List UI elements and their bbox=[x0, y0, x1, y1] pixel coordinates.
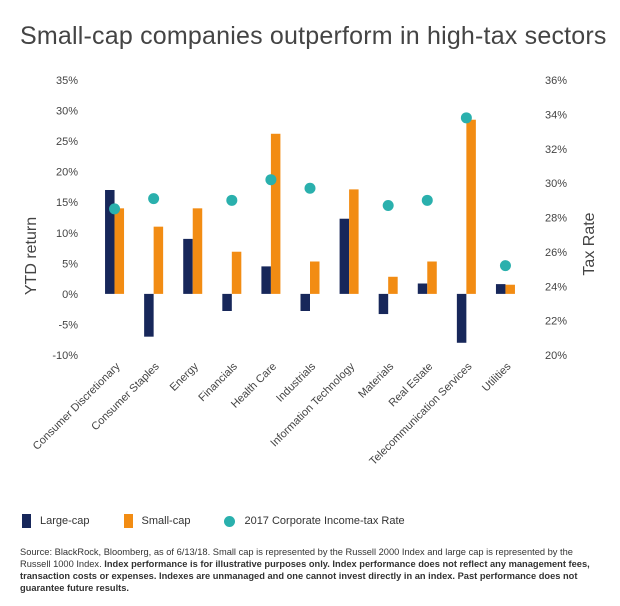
bar-small-cap bbox=[114, 208, 125, 294]
category-label: Materials bbox=[356, 360, 396, 400]
tax-rate-point bbox=[382, 199, 394, 211]
y-tick-label: 15% bbox=[56, 197, 78, 209]
tax-rate-point bbox=[265, 174, 277, 186]
source-plain: Source: BlackRock, Bloomberg, as of 6/13… bbox=[20, 547, 573, 569]
legend-label-tax-rate: 2017 Corporate Income-tax Rate bbox=[244, 515, 405, 527]
bar-small-cap bbox=[153, 226, 164, 294]
bar-large-cap bbox=[456, 293, 467, 343]
y-tick-label: 20% bbox=[56, 167, 78, 179]
y2-tick-label: 32% bbox=[545, 144, 567, 156]
category-label: Consumer Staples bbox=[89, 360, 162, 433]
bar-large-cap bbox=[378, 293, 389, 315]
tax-rate-point bbox=[421, 194, 433, 206]
bar-large-cap bbox=[222, 293, 232, 311]
bar-small-cap bbox=[349, 189, 359, 294]
bar-small-cap bbox=[192, 208, 203, 294]
tax-rate-point bbox=[460, 112, 472, 124]
legend: Large-cap Small-cap 2017 Corporate Incom… bbox=[22, 512, 439, 530]
bars-layer bbox=[105, 119, 515, 343]
y2-tick-label: 34% bbox=[545, 109, 567, 121]
tax-rate-point bbox=[226, 194, 238, 206]
category-label: Energy bbox=[168, 360, 201, 393]
y2-tick-label: 28% bbox=[545, 213, 567, 225]
legend-item-large-cap: Large-cap bbox=[22, 514, 90, 528]
y-tick-label: 25% bbox=[56, 136, 78, 148]
legend-label-small-cap: Small-cap bbox=[141, 515, 191, 527]
y-tick-label: 5% bbox=[62, 258, 78, 270]
y2-tick-label: 30% bbox=[545, 178, 567, 190]
chart-area: 35% 30% 25% 20% 15% 10% 5% 0% -5% -10% 36% 34% 32% 30… bbox=[23, 75, 598, 468]
bar-large-cap bbox=[144, 293, 154, 337]
axes-layer: 35% 30% 25% 20% 15% 10% 5% 0% -5% -10% 36% 34% 32% 30… bbox=[52, 75, 567, 362]
bar-small-cap bbox=[388, 276, 398, 294]
bar-large-cap bbox=[495, 284, 506, 294]
y-tick-label: -10% bbox=[52, 350, 78, 362]
bar-small-cap bbox=[231, 251, 242, 294]
legend-swatch-large-cap bbox=[22, 514, 31, 528]
bar-small-cap bbox=[466, 119, 476, 294]
tax-rate-point bbox=[304, 182, 316, 194]
y-tick-label: -5% bbox=[58, 319, 78, 331]
bar-small-cap bbox=[427, 261, 437, 294]
bar-large-cap bbox=[261, 266, 271, 294]
source-note: Source: BlackRock, Bloomberg, as of 6/13… bbox=[20, 546, 605, 594]
bar-small-cap bbox=[505, 284, 515, 294]
y2-tick-label: 22% bbox=[545, 316, 567, 328]
y-tick-label: 0% bbox=[62, 289, 78, 301]
tax-rate-point bbox=[148, 193, 160, 205]
y-tick-label: 35% bbox=[56, 75, 78, 87]
legend-swatch-small-cap bbox=[123, 514, 133, 528]
y2-tick-label: 24% bbox=[545, 281, 567, 293]
y2-tick-label: 20% bbox=[545, 350, 567, 362]
tax-rate-points bbox=[109, 112, 511, 272]
source-disclaimer: Index performance is for illustrative pu… bbox=[20, 559, 590, 593]
y2-tick-label: 26% bbox=[545, 247, 567, 259]
y-tick-label: 10% bbox=[56, 228, 78, 240]
y2-axis-title: Tax Rate bbox=[581, 212, 598, 275]
bar-small-cap bbox=[270, 133, 281, 294]
legend-swatch-tax-rate bbox=[224, 515, 236, 527]
bar-small-cap bbox=[310, 261, 320, 294]
legend-label-large-cap: Large-cap bbox=[40, 515, 90, 527]
tax-rate-point bbox=[109, 203, 121, 215]
tax-rate-point bbox=[499, 260, 511, 272]
legend-item-tax-rate: 2017 Corporate Income-tax Rate bbox=[224, 515, 405, 527]
bar-large-cap bbox=[183, 238, 193, 294]
category-label: Utilities bbox=[480, 360, 514, 394]
y2-tick-label: 36% bbox=[545, 75, 567, 87]
bar-large-cap bbox=[105, 190, 115, 294]
bar-large-cap bbox=[300, 293, 310, 311]
y-tick-label: 30% bbox=[56, 106, 78, 118]
legend-item-small-cap: Small-cap bbox=[123, 514, 191, 528]
y-axis-title: YTD return bbox=[23, 217, 40, 295]
bar-large-cap bbox=[417, 283, 428, 294]
chart-title: Small-cap companies outperform in high-t… bbox=[20, 22, 607, 50]
bar-large-cap bbox=[339, 218, 350, 294]
